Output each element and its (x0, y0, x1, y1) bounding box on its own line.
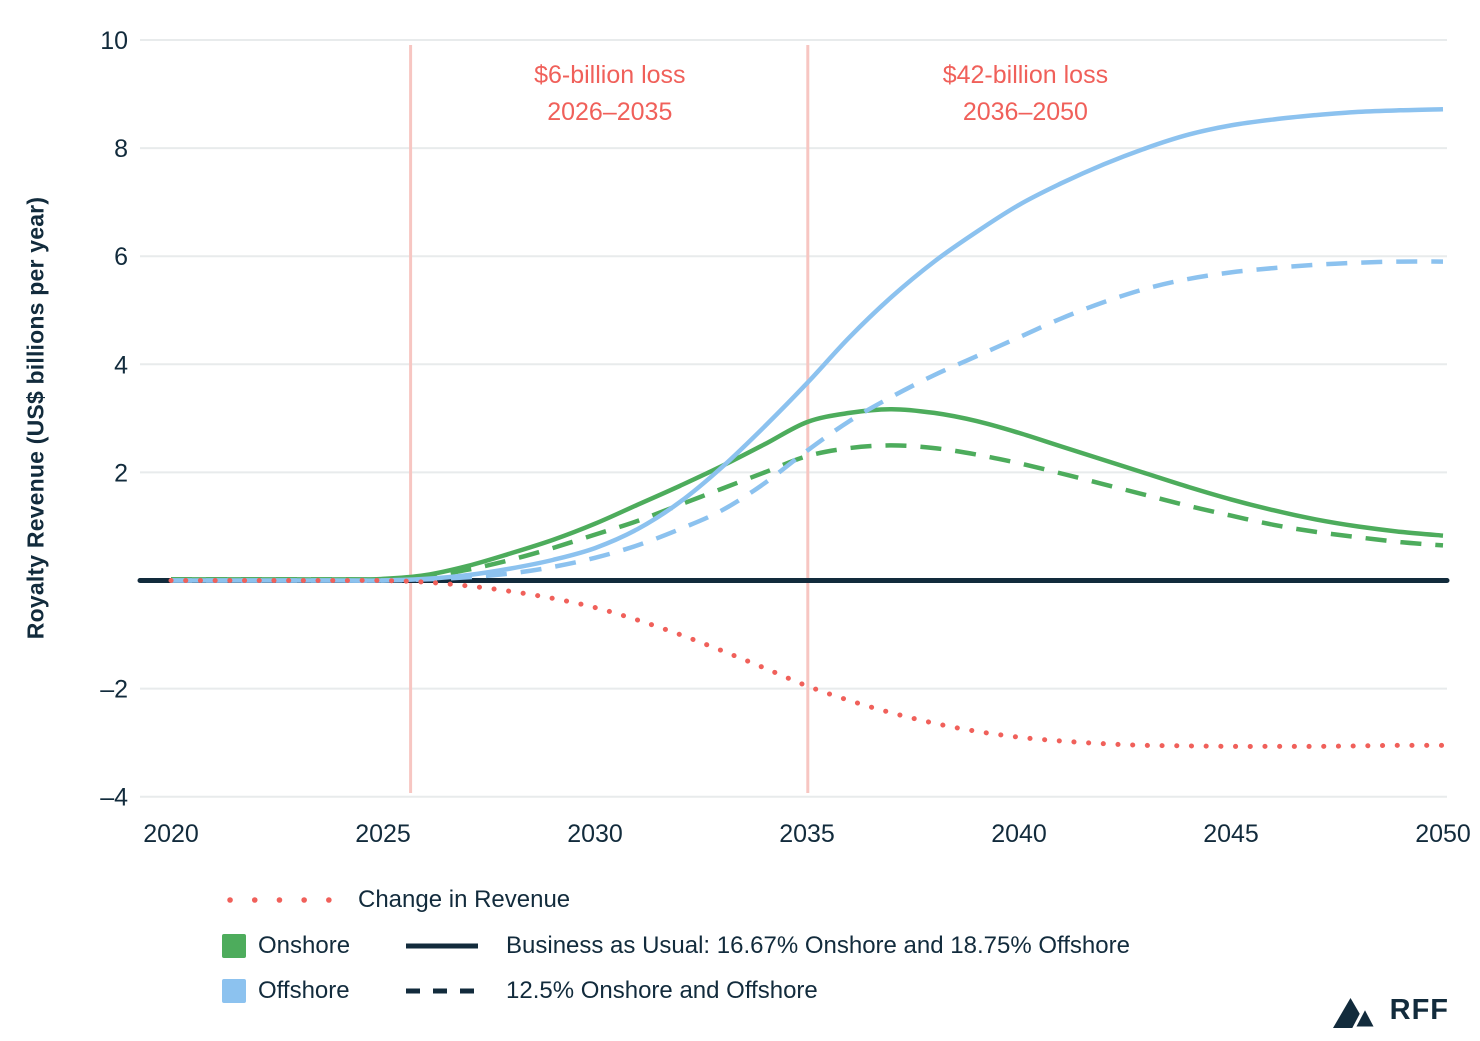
y-axis-title: Royalty Revenue (US$ billions per year) (22, 196, 49, 640)
y-tick-label: 2 (114, 459, 128, 487)
y-tick-label: 4 (114, 351, 128, 379)
rff-logo-text: RFF (1389, 993, 1449, 1026)
x-tick-label: 2045 (1203, 820, 1259, 848)
legend-label-change: Change in Revenue (358, 886, 571, 913)
x-tick-label: 2020 (143, 820, 199, 848)
royalty-revenue-chart: 10 8 6 4 2 –2 –4 2020 2025 2030 2035 2040 2045 2050 $6… (100, 27, 1471, 848)
legend-row-onshore-bau: Onshore Business as Usual: 16.67% Onshor… (222, 932, 1130, 960)
rff-logo: RFF (1332, 992, 1449, 1028)
y-tick-label: –2 (100, 676, 128, 704)
dotted-line-swatch (227, 897, 333, 903)
dashed-line-swatch (406, 988, 478, 994)
rff-mountains-icon (1332, 998, 1378, 1028)
offshore-color-swatch (222, 979, 246, 1003)
loss-annotation: $6-billion loss 2026–2035 (534, 61, 685, 126)
solid-line-swatch (406, 943, 478, 949)
legend-label-onshore: Onshore (258, 932, 351, 959)
gridlines (140, 39, 1447, 798)
x-tick-label: 2040 (991, 820, 1047, 848)
legend-row-change: Change in Revenue (225, 886, 570, 914)
y-tick-label: 6 (114, 243, 128, 271)
legend-label-bau: Business as Usual: 16.67% Onshore and 18… (506, 932, 1130, 959)
x-tick-label: 2050 (1415, 820, 1471, 848)
y-tick-label: 8 (114, 135, 128, 163)
y-tick-label: –4 (100, 784, 128, 812)
x-tick-label: 2030 (567, 820, 623, 848)
series-offshore-business-as-usual-18-75- (171, 106, 1444, 583)
x-tick-label: 2035 (779, 820, 835, 848)
legend-label-alt: 12.5% Onshore and Offshore (506, 977, 818, 1004)
y-tick-label: 10 (100, 27, 128, 55)
x-tick-label: 2025 (355, 820, 411, 848)
axis-tick-labels: 10 8 6 4 2 –2 –4 2020 2025 2030 2035 2040 2045 2050 (100, 27, 1471, 848)
legend-row-offshore-alt: Offshore 12.5% Onshore and Offshore (222, 977, 818, 1005)
onshore-color-swatch (222, 934, 246, 958)
loss-annotation: $42-billion loss 2036–2050 (943, 61, 1108, 126)
legend-label-offshore: Offshore (258, 977, 350, 1004)
